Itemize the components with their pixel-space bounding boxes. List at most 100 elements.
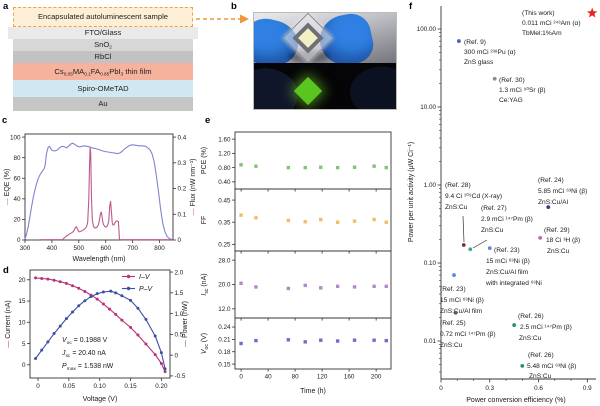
svg-text:100.00: 100.00 <box>417 26 437 33</box>
svg-text:1.0: 1.0 <box>175 311 184 318</box>
svg-text:15 mCi ⁶³Ni (β): 15 mCi ⁶³Ni (β) <box>440 297 484 304</box>
svg-text:500: 500 <box>74 245 85 252</box>
svg-text:0.10: 0.10 <box>94 383 107 390</box>
svg-text:80: 80 <box>13 155 21 162</box>
svg-text:0.011 mCi ²⁴³Am (α): 0.011 mCi ²⁴³Am (α) <box>522 20 581 27</box>
svg-text:0: 0 <box>36 383 40 390</box>
svg-text:0.9: 0.9 <box>583 385 592 392</box>
svg-text:1.3 mCi ⁹⁰Sr (β): 1.3 mCi ⁹⁰Sr (β) <box>499 86 546 94</box>
svg-text:P–V: P–V <box>139 286 154 293</box>
svg-text:1.20: 1.20 <box>218 151 231 158</box>
svg-text:40: 40 <box>13 196 21 203</box>
svg-text:(Ref. 27): (Ref. 27) <box>481 205 507 212</box>
svg-text:0.05: 0.05 <box>63 383 76 390</box>
svg-text:0.3: 0.3 <box>178 160 187 167</box>
svg-text:5: 5 <box>22 341 26 348</box>
svg-text:Voltage (V): Voltage (V) <box>83 396 118 403</box>
svg-text:0.4: 0.4 <box>178 134 187 141</box>
chart-benchmark-scatter: 100.00 10.00 1.00 0.10 0.01 0 0.3 0.6 0.9 Power p… <box>408 6 598 404</box>
svg-text:600: 600 <box>100 245 111 252</box>
svg-text:— Power (nW): — Power (nW) <box>182 301 189 347</box>
svg-text:ZnS:Cu: ZnS:Cu <box>440 342 463 349</box>
glove-right-silhouette <box>345 63 396 109</box>
svg-text:0.24: 0.24 <box>218 324 231 331</box>
svg-text:Time (h): Time (h) <box>300 388 326 395</box>
svg-text:(Ref. 28): (Ref. 28) <box>445 182 471 189</box>
layer-encapsulated-sample: Encapsulated autoluminescent sample <box>13 7 193 27</box>
photo-ambient <box>254 13 396 63</box>
svg-text:(Ref. 9): (Ref. 9) <box>464 39 486 46</box>
svg-text:(Ref. 24): (Ref. 24) <box>538 177 564 184</box>
svg-text:0: 0 <box>22 362 26 369</box>
svg-text:800: 800 <box>154 245 165 252</box>
svg-text:ZnS:Cu/Al film: ZnS:Cu/Al film <box>440 308 483 315</box>
svg-text:Power per unit activity (μW Ci: Power per unit activity (μW Ci⁻¹) <box>408 142 415 242</box>
glowing-sample <box>293 76 323 106</box>
svg-text:1.00: 1.00 <box>424 182 437 189</box>
svg-text:2.9 mCi ¹⁴⁷Pm (β): 2.9 mCi ¹⁴⁷Pm (β) <box>481 216 533 223</box>
svg-text:— EQE (%): — EQE (%) <box>4 169 11 206</box>
svg-text:ZnS:Cu/Al: ZnS:Cu/Al <box>538 199 569 206</box>
svg-text:200: 200 <box>371 374 382 381</box>
svg-text:FF: FF <box>201 216 208 225</box>
svg-text:(Ref. 30): (Ref. 30) <box>499 77 525 84</box>
flow-arrow-icon <box>196 14 249 24</box>
svg-text:0.10: 0.10 <box>424 260 437 267</box>
svg-text:Jsc = 20.40 nA: Jsc = 20.40 nA <box>61 350 106 359</box>
svg-text:0.80: 0.80 <box>218 165 231 172</box>
svg-text:28.0: 28.0 <box>218 257 231 264</box>
svg-text:2.5 mCi ¹⁴⁷Pm (β): 2.5 mCi ¹⁴⁷Pm (β) <box>520 324 572 331</box>
svg-text:I–V: I–V <box>139 274 151 281</box>
svg-text:20: 20 <box>13 217 21 224</box>
svg-text:0.18: 0.18 <box>218 349 231 356</box>
svg-text:15: 15 <box>18 298 26 305</box>
sample-photos <box>253 12 397 110</box>
glove-left-silhouette <box>254 63 304 109</box>
svg-text:5.48 mCi ⁶³Ni (β): 5.48 mCi ⁶³Ni (β) <box>527 363 576 370</box>
panel-b-label: b <box>231 1 237 12</box>
svg-text:12.0: 12.0 <box>218 306 231 313</box>
panel-e-label: e <box>205 115 211 126</box>
layer-perovskite: Cs0.05MA0.1FA0.85PbI3 thin film <box>13 63 193 80</box>
panel-a-label: a <box>3 1 9 12</box>
device-stack: Encapsulated autoluminescent sample FTO/… <box>8 7 198 111</box>
svg-text:160: 160 <box>344 374 355 381</box>
svg-text:2.0: 2.0 <box>175 269 184 276</box>
svg-text:0.72 mCi ¹⁴⁷Pm (β): 0.72 mCi ¹⁴⁷Pm (β) <box>440 331 496 338</box>
svg-text:0.20: 0.20 <box>155 383 168 390</box>
layer-fto-glass: FTO/Glass <box>8 27 198 39</box>
svg-text:Wavelength (nm): Wavelength (nm) <box>72 256 125 263</box>
svg-text:(Ref. 25): (Ref. 25) <box>440 320 466 327</box>
svg-text:1.5: 1.5 <box>175 290 184 297</box>
svg-text:0.40: 0.40 <box>218 179 231 186</box>
panel-f-label: f <box>409 1 413 12</box>
svg-text:— Current (nA): — Current (nA) <box>5 300 12 347</box>
svg-text:300 mCi ²³⁸Pu (α): 300 mCi ²³⁸Pu (α) <box>464 49 516 56</box>
svg-text:100: 100 <box>10 134 21 141</box>
svg-text:0.01: 0.01 <box>424 338 437 345</box>
photo-dark <box>254 63 396 109</box>
svg-text:0.3: 0.3 <box>485 385 494 392</box>
svg-text:Pmax = 1.538 nW: Pmax = 1.538 nW <box>62 363 114 372</box>
svg-text:0.45: 0.45 <box>218 197 231 204</box>
svg-text:0: 0 <box>175 352 179 359</box>
svg-text:ZnS:Cu/Al film: ZnS:Cu/Al film <box>486 269 529 276</box>
svg-text:0: 0 <box>439 385 443 392</box>
svg-text:10: 10 <box>18 319 26 326</box>
svg-text:Voc (V): Voc (V) <box>201 333 210 354</box>
svg-text:40: 40 <box>265 374 273 381</box>
svg-text:TbMel:1%Am: TbMel:1%Am <box>522 30 562 37</box>
svg-text:0.5: 0.5 <box>175 332 184 339</box>
svg-text:300: 300 <box>20 245 31 252</box>
svg-text:0: 0 <box>17 237 21 244</box>
layer-rbcl: RbCl <box>13 51 193 63</box>
svg-text:0.35: 0.35 <box>218 219 231 226</box>
svg-text:(Ref. 26): (Ref. 26) <box>518 313 544 320</box>
layer-au: Au <box>13 97 193 111</box>
svg-text:(Ref. 26): (Ref. 26) <box>528 352 554 359</box>
svg-text:-0.5: -0.5 <box>175 373 186 380</box>
svg-text:0: 0 <box>178 237 182 244</box>
layer-spiro-ometad: Spiro-OMeTAD <box>13 80 193 97</box>
svg-text:0.6: 0.6 <box>534 385 543 392</box>
